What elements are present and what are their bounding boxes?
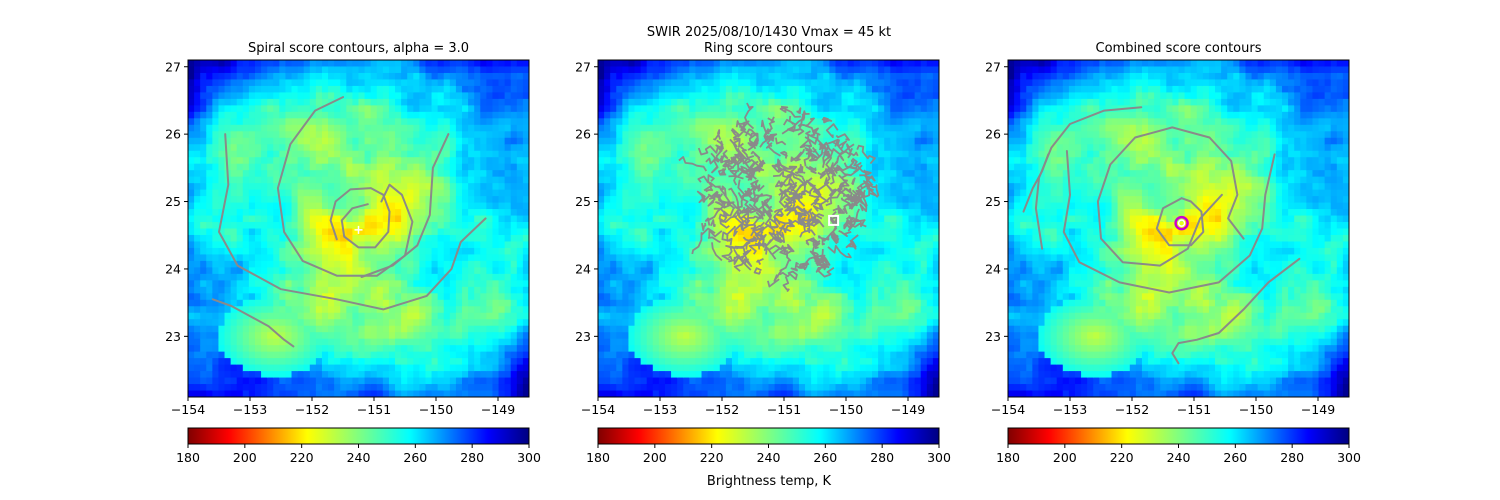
- colorbar-tick-label: 220: [1110, 450, 1134, 465]
- colorbar-tick-label: 240: [1167, 450, 1191, 465]
- figure-suptitle: SWIR 2025/08/10/1430 Vmax = 45 kt: [647, 25, 891, 40]
- y-tick-label: 26: [575, 127, 591, 142]
- center-marker: [1174, 215, 1189, 231]
- colorbar-gradient: [1007, 427, 1350, 445]
- colorbar-tick-label: 220: [700, 450, 724, 465]
- y-tick-label: 27: [985, 59, 1001, 74]
- plot-area: −154 −153 −152 −151 −150 −149 23 24 25 26 27: [165, 59, 530, 417]
- colorbar-tick-label: 180: [996, 450, 1020, 465]
- ring-contours: [678, 102, 880, 293]
- x-tick-label: −149: [891, 402, 925, 417]
- colorbar-tick-label: 220: [290, 450, 314, 465]
- x-tick-label: −153: [643, 402, 677, 417]
- x-tick-label: −154: [581, 402, 615, 417]
- colorbar-tick-label: 300: [927, 450, 951, 465]
- x-tick-label: −150: [419, 402, 453, 417]
- panel-title: Spiral score contours, alpha = 3.0: [248, 41, 469, 56]
- x-tick-label: −152: [705, 402, 739, 417]
- colorbar-tick-label: 180: [586, 450, 610, 465]
- score-contour: [1062, 150, 1276, 294]
- panel-title: Ring score contours: [704, 41, 833, 56]
- panel-ring: Ring score contours −154 −153 −152 −151 −150…: [575, 41, 940, 417]
- x-tick-label: −151: [1177, 402, 1211, 417]
- x-tick-label: −153: [1053, 402, 1087, 417]
- colorbar-ring: 180 200 220 240 260 280 300: [586, 427, 951, 465]
- score-contour: [1034, 106, 1143, 250]
- x-tick-label: −149: [481, 402, 515, 417]
- colorbar-tick-label: 280: [460, 450, 484, 465]
- score-contour: [1155, 197, 1205, 247]
- colorbar-spiral: 180 200 220 240 260 280 300: [176, 427, 541, 465]
- center-marker: [828, 214, 840, 226]
- score-contour: [211, 298, 295, 348]
- score-contour: [329, 187, 391, 249]
- brightness-field: [1008, 60, 1349, 397]
- colorbar-gradient: [187, 427, 530, 445]
- score-contour: [218, 133, 487, 311]
- x-tick-label: −154: [991, 402, 1025, 417]
- colorbar-tick-label: 260: [1223, 450, 1247, 465]
- score-contour: [360, 133, 450, 278]
- ring-contour-set: [678, 102, 880, 293]
- x-tick-label: −151: [767, 402, 801, 417]
- y-tick-label: 23: [985, 329, 1001, 344]
- center-marker: [354, 225, 363, 234]
- y-tick-label: 23: [165, 329, 181, 344]
- y-tick-label: 25: [165, 194, 181, 209]
- y-tick-label: 24: [165, 261, 181, 276]
- x-tick-label: −151: [357, 402, 391, 417]
- plot-area: −154 −153 −152 −151 −150 −149 23 24 25 26 27: [985, 59, 1350, 417]
- brightness-field: [188, 60, 529, 397]
- colorbar-tick-label: 240: [757, 450, 781, 465]
- x-tick-label: −152: [295, 402, 329, 417]
- colorbar-tick-label: 200: [233, 450, 257, 465]
- score-contour: [276, 96, 414, 277]
- axes-frame: [597, 59, 940, 398]
- colorbar-tick-label: 280: [1280, 450, 1304, 465]
- axes-frame: [1007, 59, 1350, 398]
- y-tick-label: 25: [985, 194, 1001, 209]
- y-tick-label: 27: [165, 59, 181, 74]
- colorbar-label: Brightness temp, K: [707, 474, 832, 489]
- plot-area: −154 −153 −152 −151 −150 −149 23 24 25 26 27: [575, 59, 940, 417]
- y-tick-label: 23: [575, 329, 591, 344]
- y-tick-label: 25: [575, 194, 591, 209]
- colorbar-tick-label: 240: [347, 450, 371, 465]
- score-contour: [1022, 153, 1050, 213]
- colorbar-combined: 180 200 220 240 260 280 300: [996, 427, 1361, 465]
- center-marker-inner: [1177, 219, 1186, 227]
- y-tick-label: 27: [575, 59, 591, 74]
- x-tick-label: −153: [233, 402, 267, 417]
- panel-combined: Combined score contours −154 −153 −152 −151…: [985, 41, 1350, 417]
- colorbar-tick-label: 200: [643, 450, 667, 465]
- score-contour: [1171, 257, 1301, 365]
- colorbar-tick-label: 300: [517, 450, 541, 465]
- x-tick-label: −152: [1115, 402, 1149, 417]
- colorbar-gradient: [597, 427, 940, 445]
- score-contour: [1096, 126, 1245, 267]
- colorbar-tick-label: 200: [1053, 450, 1077, 465]
- y-tick-label: 26: [165, 127, 181, 142]
- x-tick-label: −149: [1301, 402, 1335, 417]
- colorbar-tick-label: 260: [403, 450, 427, 465]
- colorbar-tick-label: 280: [870, 450, 894, 465]
- axes-frame: [187, 59, 530, 398]
- x-tick-label: −154: [171, 402, 205, 417]
- y-tick-label: 24: [575, 261, 591, 276]
- x-tick-label: −150: [829, 402, 863, 417]
- colorbar-tick-label: 300: [1337, 450, 1361, 465]
- colorbar-tick-label: 180: [176, 450, 200, 465]
- y-tick-label: 24: [985, 261, 1001, 276]
- brightness-field: [598, 60, 939, 397]
- y-tick-label: 26: [985, 127, 1001, 142]
- panel-spiral: Spiral score contours, alpha = 3.0 −154−…: [165, 41, 530, 417]
- x-tick-label: −150: [1239, 402, 1273, 417]
- panel-title: Combined score contours: [1096, 41, 1262, 56]
- colorbar-tick-label: 260: [813, 450, 837, 465]
